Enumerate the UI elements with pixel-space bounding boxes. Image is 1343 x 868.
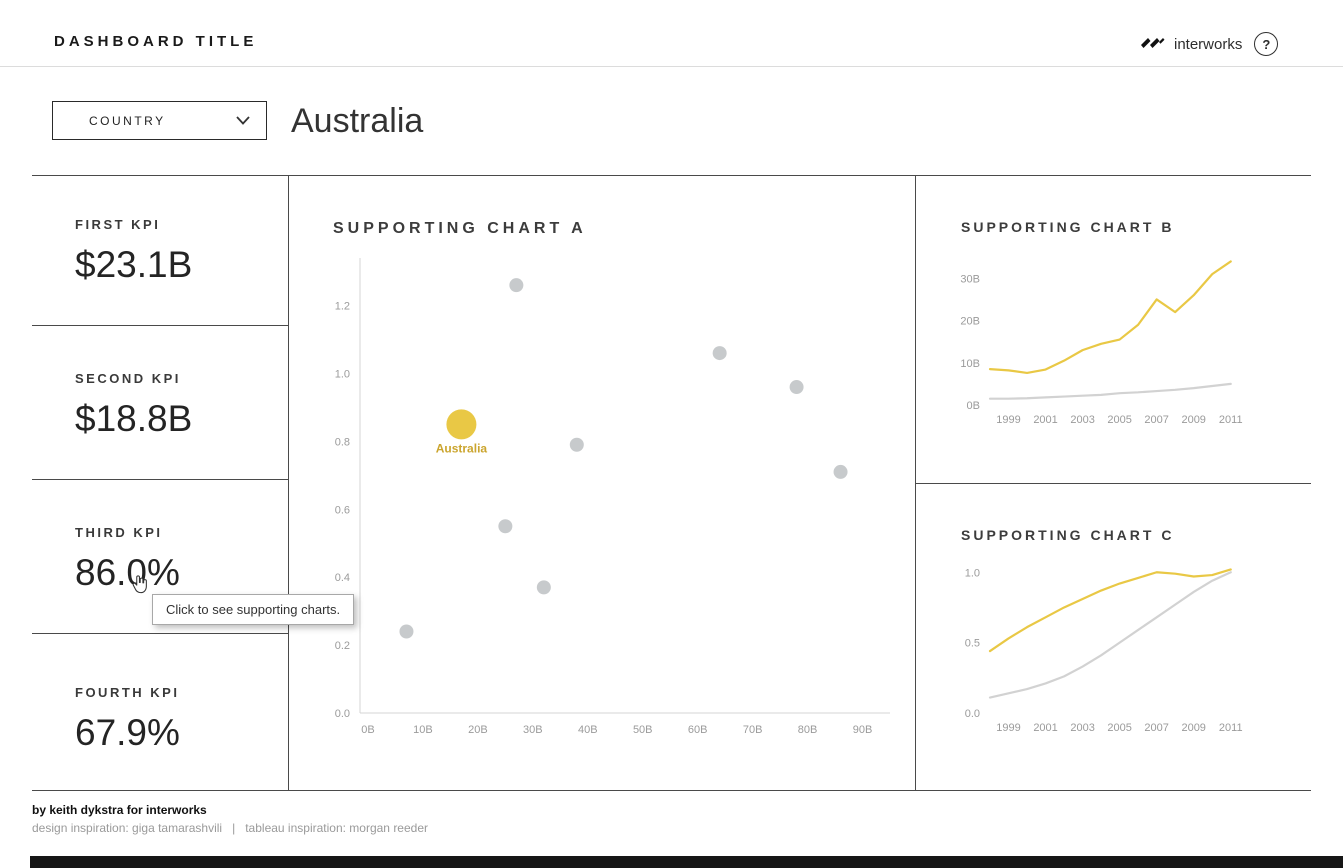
right-column-divider	[915, 483, 1311, 484]
interworks-logo-icon	[1138, 34, 1166, 55]
svg-text:2003: 2003	[1070, 722, 1094, 734]
svg-text:1.2: 1.2	[335, 301, 350, 313]
svg-text:10B: 10B	[413, 724, 433, 736]
kpi-value: $18.8B	[75, 398, 193, 439]
svg-text:50B: 50B	[633, 724, 653, 736]
footer-credits: design inspiration: giga tamarashvili | …	[32, 821, 428, 835]
help-button[interactable]: ?	[1254, 32, 1279, 56]
svg-text:20B: 20B	[468, 724, 488, 736]
grid-vertical-divider-1	[288, 175, 289, 790]
hand-cursor-icon	[130, 574, 148, 599]
kpi-second[interactable]: SECOND KPI $18.8B	[75, 371, 265, 439]
svg-text:0.4: 0.4	[335, 572, 350, 584]
page-title: DASHBOARD TITLE	[54, 33, 258, 50]
grid-bottom-border	[32, 790, 1311, 791]
bottom-bar	[30, 856, 1343, 868]
svg-text:0.6: 0.6	[335, 504, 350, 516]
line-chart-c[interactable]: 0.0 0.5 1.0 1999 2001 2003 2005 2007 2009 2011	[935, 553, 1265, 748]
kpi-label: FOURTH KPI	[75, 685, 180, 700]
line-chart-b[interactable]: 0B 10B 20B 30B 1999 2001 2003 2005 2007 2009 2011	[935, 245, 1265, 440]
scatter-chart-a[interactable]: 0.0 0.2 0.4 0.6 0.8 1.0 1.2 0B 10B 20B 30B 40B 50B 60…	[300, 248, 900, 748]
svg-text:0B: 0B	[361, 724, 374, 736]
svg-text:2011: 2011	[1219, 414, 1243, 426]
svg-text:40B: 40B	[578, 724, 598, 736]
svg-text:1.0: 1.0	[965, 567, 980, 579]
svg-text:80B: 80B	[798, 724, 818, 736]
svg-text:30B: 30B	[523, 724, 543, 736]
svg-text:0.0: 0.0	[335, 708, 350, 720]
svg-text:60B: 60B	[688, 724, 708, 736]
kpi-label: FIRST KPI	[75, 217, 161, 232]
selected-country: Australia	[291, 102, 424, 140]
kpi-label: THIRD KPI	[75, 525, 163, 540]
country-dropdown-label: COUNTRY	[89, 113, 166, 128]
chart-b-title: SUPPORTING CHART B	[961, 219, 1175, 235]
kpi-divider-1	[32, 325, 288, 326]
kpi-value: $23.1B	[75, 244, 193, 285]
chevron-down-icon	[236, 112, 250, 130]
svg-text:2005: 2005	[1107, 414, 1131, 426]
chart-c-title: SUPPORTING CHART C	[961, 527, 1175, 543]
chart-a-title: SUPPORTING CHART A	[333, 220, 587, 237]
grid-vertical-divider-2	[915, 175, 916, 790]
svg-text:0.0: 0.0	[965, 708, 980, 720]
help-label: ?	[1262, 36, 1271, 52]
kpi-value: 86.0%	[75, 552, 180, 593]
brand: interworks ?	[1138, 30, 1279, 58]
svg-text:2001: 2001	[1033, 414, 1057, 426]
svg-text:2007: 2007	[1144, 414, 1168, 426]
svg-text:Australia: Australia	[436, 441, 488, 455]
svg-text:2007: 2007	[1144, 722, 1168, 734]
svg-text:20B: 20B	[960, 316, 980, 328]
grid-top-border	[32, 175, 1311, 176]
svg-text:0.5: 0.5	[965, 638, 980, 650]
kpi-label: SECOND KPI	[75, 371, 181, 386]
svg-text:1999: 1999	[996, 722, 1020, 734]
tooltip-text: Click to see supporting charts.	[166, 602, 341, 617]
svg-text:2003: 2003	[1070, 414, 1094, 426]
kpi-third[interactable]: THIRD KPI 86.0%	[75, 525, 265, 593]
tooltip: Click to see supporting charts.	[152, 594, 355, 625]
kpi-first[interactable]: FIRST KPI $23.1B	[75, 217, 265, 285]
svg-text:2005: 2005	[1107, 722, 1131, 734]
svg-text:2001: 2001	[1033, 722, 1057, 734]
svg-text:0.8: 0.8	[335, 436, 350, 448]
svg-text:2009: 2009	[1181, 722, 1205, 734]
footer-byline: by keith dykstra for interworks	[32, 803, 207, 817]
kpi-divider-2	[32, 479, 288, 480]
svg-text:90B: 90B	[853, 724, 873, 736]
svg-text:2011: 2011	[1219, 722, 1243, 734]
svg-text:0B: 0B	[967, 400, 980, 412]
kpi-fourth[interactable]: FOURTH KPI 67.9%	[75, 685, 265, 753]
brand-name: interworks	[1174, 35, 1243, 53]
kpi-divider-3	[32, 633, 288, 634]
kpi-value: 67.9%	[75, 712, 180, 753]
svg-text:1.0: 1.0	[335, 368, 350, 380]
svg-text:70B: 70B	[743, 724, 763, 736]
svg-text:2009: 2009	[1181, 414, 1205, 426]
svg-text:0.2: 0.2	[335, 640, 350, 652]
svg-text:10B: 10B	[960, 358, 980, 370]
svg-text:30B: 30B	[960, 273, 980, 285]
svg-text:1999: 1999	[996, 414, 1020, 426]
country-dropdown[interactable]: COUNTRY	[52, 101, 267, 140]
header-divider	[0, 66, 1343, 67]
